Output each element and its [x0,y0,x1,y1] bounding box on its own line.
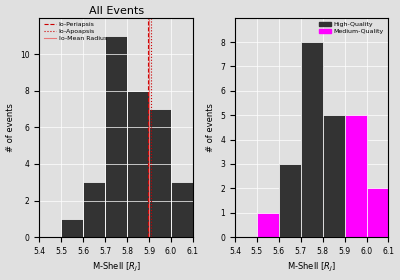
Legend: Io-Periapsis, Io-Apoapsis, Io-Mean Radius: Io-Periapsis, Io-Apoapsis, Io-Mean Radiu… [42,21,108,42]
Io-Periapsis [145,217,150,220]
Bar [323,115,345,237]
Io-Apoapsis [149,217,154,220]
Io-Apoapsis [149,235,154,239]
X-axis label: M-Shell $[R_J]$: M-Shell $[R_J]$ [287,261,336,274]
Bar [257,213,279,237]
Bar [61,219,83,237]
Y-axis label: # of events: # of events [206,103,215,152]
Title: All Events: All Events [89,6,144,16]
Legend: High-Quality, Medium-Quality: High-Quality, Medium-Quality [318,21,385,35]
Bar [366,188,388,237]
Bar [83,182,105,237]
Bar [105,36,127,237]
Bar [149,109,171,237]
Bar [127,91,149,237]
Bar [345,115,366,237]
Io-Mean Radius [147,235,152,239]
Bar [279,164,301,237]
Bar [171,182,193,237]
Y-axis label: # of events: # of events [6,103,14,152]
X-axis label: M-Shell $[R_J]$: M-Shell $[R_J]$ [92,261,141,274]
Bar [301,42,323,237]
Io-Mean Radius [147,217,152,220]
Bar [323,164,345,237]
Io-Periapsis [145,235,150,239]
